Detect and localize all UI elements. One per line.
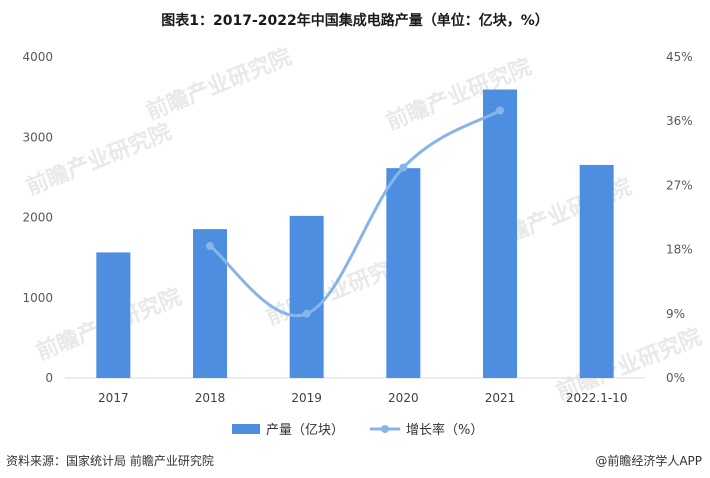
y-left-tick-label: 2000	[22, 211, 53, 225]
x-tick-label: 2020	[388, 391, 419, 405]
y-left-tick-label: 0	[45, 371, 53, 385]
x-tick-label: 2018	[195, 391, 226, 405]
bar	[289, 215, 324, 378]
legend-label-line: 增长率（%）	[406, 422, 483, 438]
source-note: 资料来源：国家统计局 前瞻产业研究院	[6, 454, 214, 468]
legend-label-bar: 产量（亿块）	[266, 423, 344, 438]
brand-note: @前瞻经济学人APP	[595, 454, 702, 468]
legend-swatch-bar	[232, 424, 260, 434]
y-right-tick-label: 9%	[666, 307, 685, 321]
y-right-tick-label: 36%	[666, 114, 693, 128]
y-left-tick-label: 3000	[22, 130, 53, 144]
x-tick-label: 2017	[98, 391, 129, 405]
y-left-tick-label: 1000	[22, 291, 53, 305]
bar	[193, 229, 227, 378]
x-tick-label: 2019	[291, 391, 322, 405]
bar	[579, 164, 614, 378]
growth-point	[302, 309, 311, 318]
growth-line	[208, 109, 502, 318]
growth-point	[206, 242, 214, 251]
growth-point	[496, 106, 504, 115]
y-right-tick-label: 0%	[666, 371, 685, 385]
watermark-text: 前瞻产业研究院	[143, 44, 296, 126]
x-tick-label: 2021	[485, 391, 516, 405]
bar	[96, 252, 131, 378]
bar	[483, 89, 517, 378]
growth-point	[399, 163, 408, 172]
y-right-tick-label: 27%	[666, 178, 693, 192]
y-left-tick-label: 4000	[22, 50, 53, 64]
legend-swatch-marker	[381, 425, 389, 433]
bar	[386, 168, 421, 378]
chart-title: 图表1：2017-2022年中国集成电路产量（单位：亿块，%）	[161, 13, 549, 29]
y-right-tick-label: 18%	[666, 243, 693, 257]
y-right-tick-label: 45%	[666, 50, 693, 64]
x-tick-label: 2022.1-10	[566, 391, 628, 405]
